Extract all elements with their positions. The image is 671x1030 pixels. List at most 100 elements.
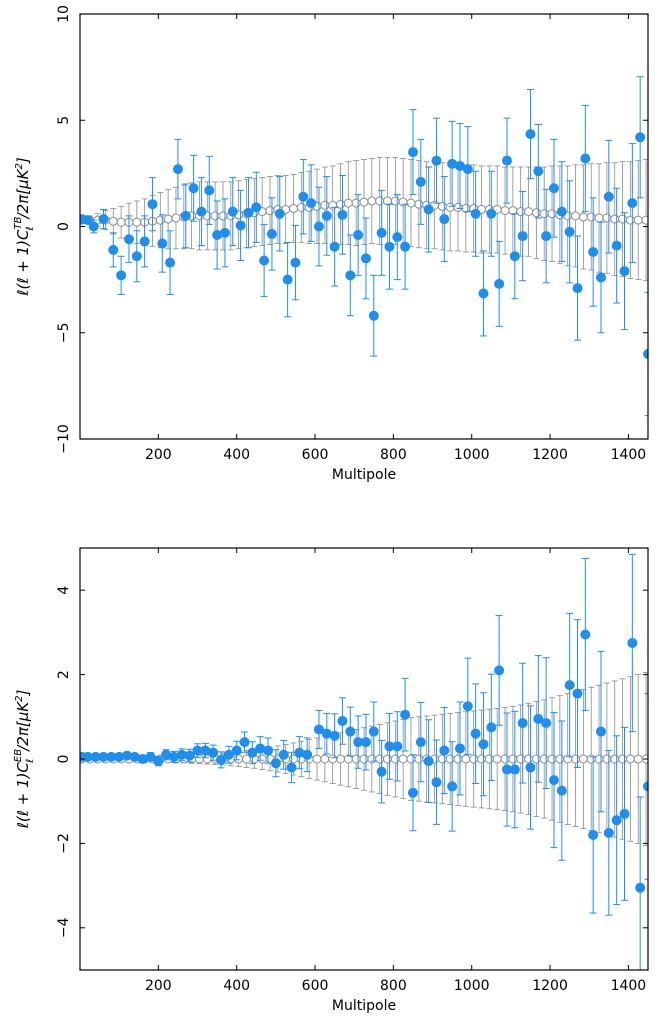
tb-ylabel-pre: ℓ(ℓ + 1) (14, 240, 32, 297)
tb-data-point (313, 221, 324, 232)
tb-data-point (98, 214, 109, 225)
eb-data-point (153, 756, 164, 767)
eb-model-point (633, 754, 643, 764)
tb-y-tick-label: 10 (56, 5, 72, 23)
eb-data-point (137, 754, 148, 764)
tb-data-point (345, 270, 356, 281)
eb-data-point (494, 665, 505, 676)
tb-data-point (123, 234, 134, 245)
eb-y-tick-label: 0 (56, 755, 72, 764)
eb-model-point (437, 754, 447, 764)
tb-data-point (290, 257, 301, 268)
tb-model-point (296, 202, 306, 212)
eb-x-tick-labels: 200 400 600 800 1000 1200 1400 (145, 978, 646, 994)
eb-data-point (184, 750, 195, 761)
eb-data-point (278, 749, 289, 760)
eb-model-point (563, 754, 573, 764)
tb-y-tick-labels: −10 −5 0 5 10 (56, 5, 72, 454)
eb-data-point (603, 827, 614, 838)
tb-data-point (588, 247, 599, 257)
eb-model-point (625, 754, 635, 764)
eb-model-point (312, 754, 322, 764)
eb-x-tick-label: 1400 (611, 978, 647, 994)
tb-data-point (329, 241, 340, 252)
tb-data-point (541, 231, 552, 242)
tb-x-tick-label: 600 (302, 447, 329, 463)
eb-model-point (257, 754, 267, 764)
tb-data-point (400, 241, 411, 252)
eb-x-axis-label: Multipole (332, 998, 396, 1014)
tb-model-point (453, 202, 463, 212)
eb-data-point (525, 762, 536, 773)
tb-data-point (486, 208, 497, 219)
tb-model-point (218, 211, 228, 221)
eb-y-tick-label: −4 (56, 917, 72, 938)
tb-model-point (406, 198, 416, 208)
eb-ylabel-sup: EB (13, 749, 24, 762)
tb-data-point (525, 129, 536, 140)
eb-data-point (556, 785, 567, 796)
eb-data-point (216, 754, 227, 765)
eb-model-point (453, 754, 463, 764)
eb-model-point (414, 754, 424, 764)
eb-x-tick-label: 800 (380, 978, 407, 994)
tb-data-point (116, 270, 127, 281)
eb-ylabel-c: C (14, 762, 32, 773)
eb-data-point (619, 808, 630, 819)
tb-model-point (594, 213, 604, 223)
eb-ylabel-close: ] (14, 690, 32, 697)
tb-data-point (407, 147, 418, 158)
tb-model-point (343, 198, 353, 208)
tb-y-axis-label: ℓ(ℓ + 1)CTBℓ/2π[μK2] (13, 157, 36, 297)
eb-data-point (454, 743, 465, 754)
tb-data-point (212, 230, 223, 240)
tb-y-tick-label: −10 (56, 424, 72, 454)
eb-model-point (484, 754, 494, 764)
eb-model-point (524, 754, 534, 764)
tb-data-point (415, 176, 426, 187)
tb-model-point (586, 212, 596, 222)
tb-model-point (351, 198, 361, 208)
tb-data-point (131, 251, 142, 262)
tb-data-point (580, 153, 591, 164)
tb-model-point (163, 214, 173, 224)
eb-data-point (384, 741, 395, 752)
eb-data-point (360, 737, 371, 748)
eb-data-point (588, 829, 599, 840)
tb-y-tick-label: 5 (56, 116, 72, 125)
tb-data-point (337, 209, 348, 220)
tb-data-point (360, 253, 371, 264)
eb-model-point (469, 754, 479, 764)
tb-data-point (517, 231, 528, 242)
tb-model-point (547, 209, 557, 219)
tb-data-point (509, 251, 520, 262)
tb-model-point (108, 216, 118, 226)
tb-model-point (633, 215, 643, 225)
tb-data-point (368, 310, 379, 321)
tb-model-point (531, 208, 541, 218)
tb-data-point (227, 206, 238, 217)
eb-data-point (176, 749, 187, 760)
eb-data-point (643, 781, 648, 792)
eb-data-point (114, 751, 125, 762)
eb-data-point (329, 730, 340, 741)
eb-model-point (539, 754, 549, 764)
eb-data-point (423, 756, 434, 767)
eb-data-point (302, 749, 313, 760)
eb-data-point (439, 745, 450, 756)
eb-data-point (239, 737, 250, 748)
eb-model-point (594, 754, 604, 764)
eb-data-point (321, 728, 332, 739)
tb-data-point (165, 257, 176, 268)
eb-data-point (337, 716, 348, 727)
eb-model-point (500, 754, 510, 764)
eb-data-point (431, 777, 442, 788)
tb-model-point (398, 197, 408, 207)
eb-data-point (564, 680, 575, 691)
eb-y-tick-label: 4 (56, 586, 72, 595)
tb-x-tick-labels: 200 400 600 800 1000 1200 1400 (145, 447, 646, 463)
tb-data-point (595, 272, 606, 283)
tb-model-point (288, 203, 298, 213)
eb-data-point (517, 718, 528, 729)
tb-x-tick-label: 200 (145, 447, 172, 463)
